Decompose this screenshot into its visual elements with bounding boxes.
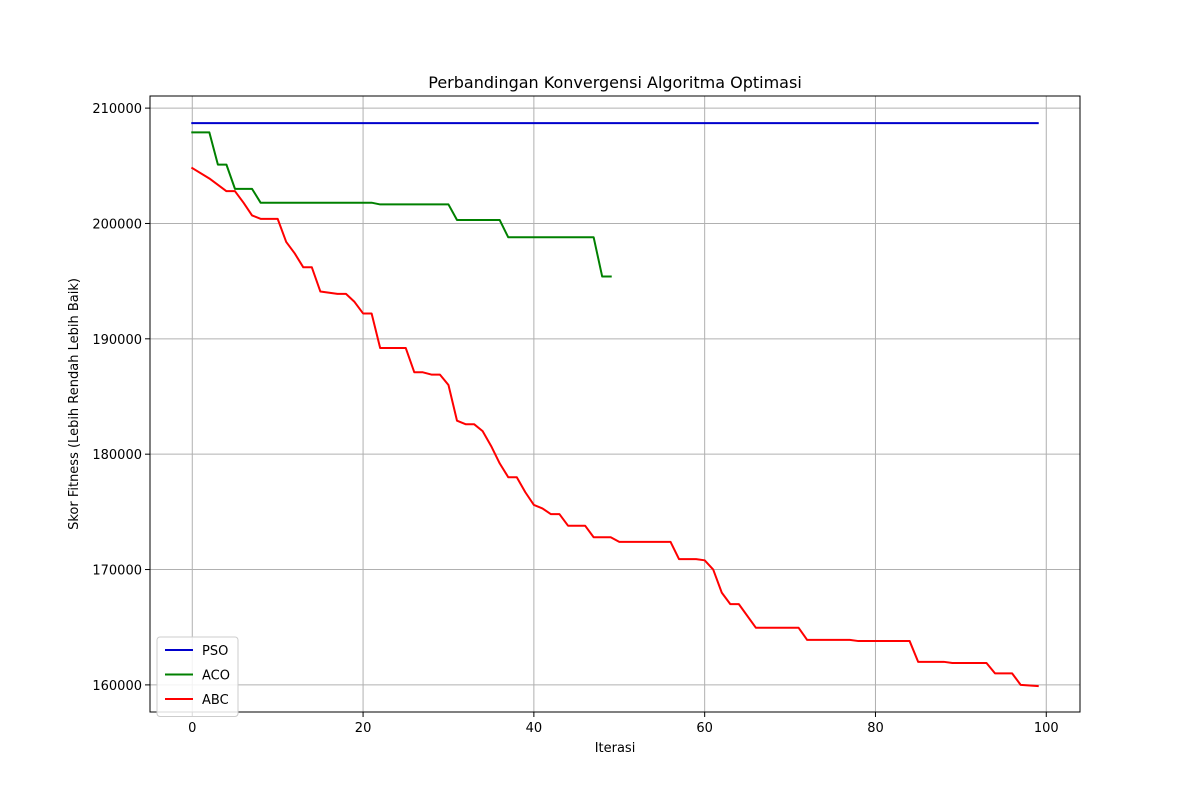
y-tick-label: 180000 — [92, 448, 142, 463]
x-tick-label: 20 — [355, 721, 372, 736]
y-tick-label: 160000 — [92, 679, 142, 694]
x-tick-label: 40 — [526, 721, 543, 736]
x-tick-label: 80 — [867, 721, 884, 736]
y-tick-label: 190000 — [92, 333, 142, 348]
legend-label-abc: ABC — [202, 693, 229, 708]
x-tick-label: 100 — [1034, 721, 1059, 736]
series-layer — [190, 122, 1039, 688]
legend-label-pso: PSO — [202, 644, 228, 659]
y-tick-label: 210000 — [92, 102, 142, 117]
legend-label-aco: ACO — [202, 669, 230, 684]
y-tick-label: 200000 — [92, 217, 142, 232]
legend-box — [156, 636, 239, 717]
tick-layer: 0 20 40 60 80 100 160000 170000 180000 190000 2000… — [92, 102, 1058, 736]
chart-title: Perbandingan Konvergensi Algoritma Optim… — [428, 73, 802, 92]
series-line-abc — [190, 166, 1039, 688]
y-tick-label: 170000 — [92, 564, 142, 579]
grid — [150, 96, 1080, 712]
plot-frame — [149, 95, 1081, 713]
legend: PSO ACO ABC — [156, 636, 239, 717]
x-tick-label: 60 — [696, 721, 713, 736]
x-axis-label: Iterasi — [595, 741, 636, 756]
series-line-aco — [191, 131, 612, 278]
y-axis-label: Skor Fitness (Lebih Rendah Lebih Baik) — [67, 278, 82, 530]
x-tick-label: 0 — [188, 721, 196, 736]
